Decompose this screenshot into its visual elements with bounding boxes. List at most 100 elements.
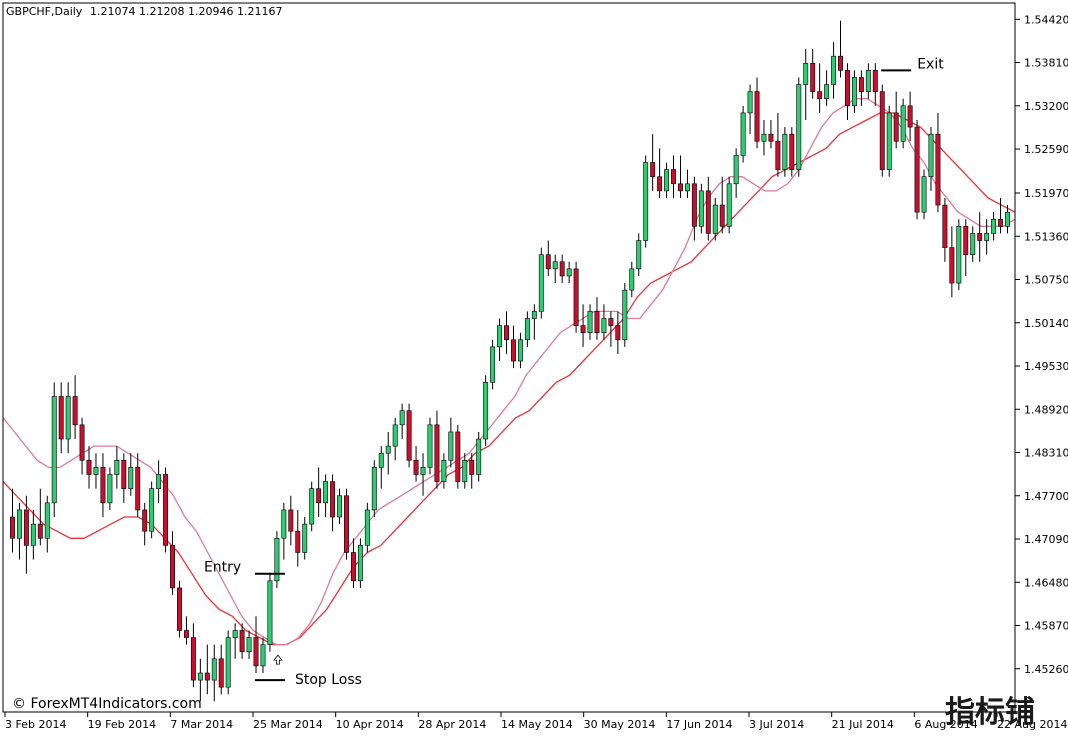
candles [10, 20, 1010, 702]
bear-candle [142, 509, 148, 532]
y-tick-label: 1.49530 [1024, 360, 1068, 373]
bull-candle [246, 637, 252, 653]
bull-candle [587, 311, 593, 333]
bull-candle [371, 467, 377, 511]
axes [2, 2, 1016, 713]
bull-candle [476, 438, 482, 475]
bear-candle [754, 91, 760, 142]
y-tick-label: 1.48920 [1024, 403, 1068, 416]
buy-arrow-icon [273, 654, 283, 665]
bull-candle [302, 523, 308, 553]
bear-candle [573, 268, 579, 326]
bear-candle [504, 325, 509, 341]
bull-candle [16, 509, 22, 539]
bull-candle [128, 467, 134, 489]
bear-candle [768, 133, 774, 142]
bull-candle [601, 318, 607, 333]
bull-candle [399, 410, 405, 426]
bear-candle [190, 637, 196, 681]
copyright-label: © ForexMT4Indicators.com [12, 696, 202, 712]
chart-ohlc-label: 1.21074 1.21208 1.20946 1.21167 [90, 5, 282, 18]
bull-candle [664, 169, 670, 192]
bull-candle [796, 84, 802, 170]
bull-candle [517, 339, 523, 362]
bear-candle [935, 133, 941, 206]
bull-candle [538, 254, 544, 312]
bull-candle [420, 467, 426, 475]
bull-candle [337, 495, 342, 518]
y-tick-label: 1.54420 [1024, 13, 1068, 26]
x-tick-label: 30 May 2014 [584, 718, 656, 731]
y-tick-label: 1.51970 [1024, 187, 1068, 200]
bull-candle [357, 545, 363, 582]
bull-candle [698, 190, 704, 227]
x-tick-label: 7 Mar 2014 [170, 718, 233, 731]
bear-candle [998, 218, 1004, 227]
y-tick-label: 1.48310 [1024, 447, 1068, 460]
bear-candle [23, 509, 29, 546]
bull-candle [970, 233, 976, 255]
bull-candle [712, 204, 718, 234]
bear-candle [295, 530, 301, 553]
bear-candle [58, 396, 64, 440]
y-tick-label: 1.45870 [1024, 620, 1068, 633]
bull-candle [566, 268, 572, 277]
annotations: Entry Stop Loss Exit [204, 56, 944, 688]
bear-candle [330, 481, 336, 518]
bear-candle [177, 587, 182, 631]
bear-candle [963, 226, 969, 255]
bear-candle [858, 77, 864, 92]
bull-candle [684, 183, 690, 192]
y-tick-label: 1.50750 [1024, 274, 1068, 287]
bull-candle [643, 162, 649, 241]
y-axis-ticks: 1.54420 1.53810 1.53200 1.52590 1.51970 1.513… [1015, 13, 1068, 676]
bull-candle [851, 77, 857, 107]
bull-candle [378, 452, 384, 468]
bull-candle [531, 311, 537, 319]
y-tick-label: 1.47090 [1024, 533, 1068, 546]
bull-candle [30, 523, 36, 546]
bear-candle [594, 311, 600, 333]
x-tick-label: 14 May 2014 [501, 718, 573, 731]
bear-candle [977, 233, 983, 241]
bear-candle [455, 431, 461, 482]
bull-candle [629, 268, 635, 291]
bull-candle [65, 396, 71, 440]
x-tick-label: 17 Jun 2014 [666, 718, 732, 731]
bear-candle [872, 70, 878, 92]
bull-candle [156, 474, 162, 489]
bear-candle [719, 204, 725, 227]
x-tick-label: 22 Aug 2014 [997, 718, 1067, 731]
watermark-label: 指标铺 [945, 695, 1035, 730]
bear-candle [817, 91, 823, 100]
bull-candle [490, 346, 496, 383]
bear-candle [914, 126, 920, 213]
x-tick-label: 21 Jul 2014 [832, 718, 894, 731]
bull-candle [232, 630, 238, 638]
bull-candle [93, 467, 99, 475]
bull-candle [448, 431, 454, 461]
exit-label: Exit [917, 56, 944, 72]
bull-candle [928, 133, 934, 178]
bull-candle [281, 509, 287, 539]
bear-candle [183, 630, 189, 638]
bull-candle [552, 261, 558, 270]
bear-candle [893, 112, 899, 142]
bull-candle [865, 70, 871, 92]
x-tick-label: 6 Aug 2014 [914, 718, 977, 731]
bear-candle [170, 545, 175, 589]
bull-candle [824, 84, 830, 100]
bear-candle [253, 637, 259, 667]
bear-candle [316, 488, 322, 504]
bear-candle [413, 460, 419, 475]
bull-candle [225, 637, 231, 688]
bull-candle [726, 183, 732, 227]
bear-candle [239, 630, 245, 653]
bear-candle [879, 91, 885, 170]
bull-candle [274, 537, 280, 582]
x-tick-label: 3 Jul 2014 [749, 718, 804, 731]
bear-candle [469, 460, 475, 475]
bull-candle [803, 62, 809, 85]
bear-candle [86, 460, 92, 475]
